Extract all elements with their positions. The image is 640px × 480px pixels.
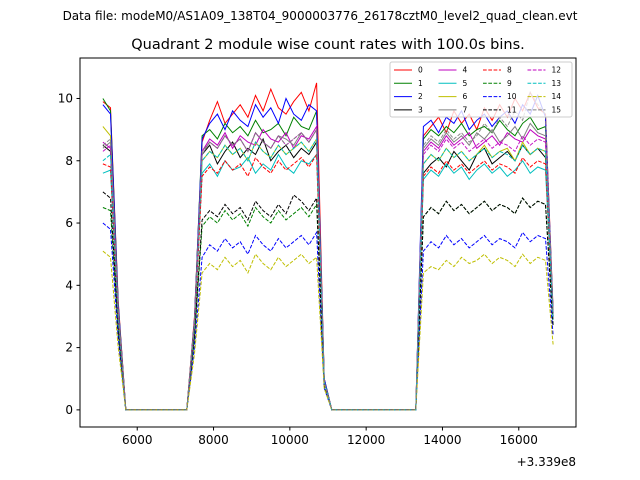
- suptitle: Data file: modeM0/AS1A09_138T04_90000037…: [63, 9, 578, 23]
- legend-label-7: 7: [463, 105, 468, 114]
- series-line-13: [102, 137, 554, 411]
- legend-label-1: 1: [418, 79, 423, 88]
- legend-label-5: 5: [463, 79, 468, 88]
- series-line-15: [102, 91, 554, 411]
- chart-title: Quadrant 2 module wise count rates with …: [131, 37, 525, 53]
- y-tick-label: 0: [65, 403, 73, 417]
- legend-label-3: 3: [418, 105, 423, 114]
- legend-label-6: 6: [463, 92, 468, 101]
- legend-label-2: 2: [418, 92, 423, 101]
- legend-label-14: 14: [552, 92, 562, 101]
- y-tick-label: 2: [65, 341, 73, 355]
- legend-label-12: 12: [552, 66, 562, 75]
- series-line-10: [102, 222, 554, 411]
- legend-label-4: 4: [463, 66, 468, 75]
- legend-label-9: 9: [507, 79, 512, 88]
- plot-area: [102, 82, 554, 411]
- series-line-14: [102, 250, 554, 411]
- y-axis: 0 2 4 6 8 10: [58, 91, 80, 417]
- legend-label-13: 13: [552, 79, 562, 88]
- legend-label-10: 10: [507, 92, 517, 101]
- x-axis: 6000 8000 10000 12000 14000 16000: [122, 427, 538, 447]
- x-tick-label: 6000: [122, 433, 153, 447]
- legend-label-0: 0: [418, 66, 423, 75]
- y-tick-label: 8: [65, 154, 73, 168]
- legend-box: [389, 61, 573, 118]
- legend-label-8: 8: [507, 66, 512, 75]
- y-tick-label: 4: [65, 278, 73, 292]
- x-tick-label: 8000: [198, 433, 229, 447]
- y-tick-label: 10: [58, 91, 73, 105]
- x-tick-label: 10000: [271, 433, 309, 447]
- x-tick-label: 12000: [347, 433, 385, 447]
- x-offset-text: +3.339e8: [517, 455, 576, 469]
- x-tick-label: 16000: [500, 433, 538, 447]
- x-tick-label: 14000: [423, 433, 461, 447]
- legend-label-11: 11: [507, 105, 517, 114]
- axes-frame: [79, 57, 577, 428]
- legend-label-15: 15: [552, 105, 562, 114]
- y-tick-label: 6: [65, 216, 73, 230]
